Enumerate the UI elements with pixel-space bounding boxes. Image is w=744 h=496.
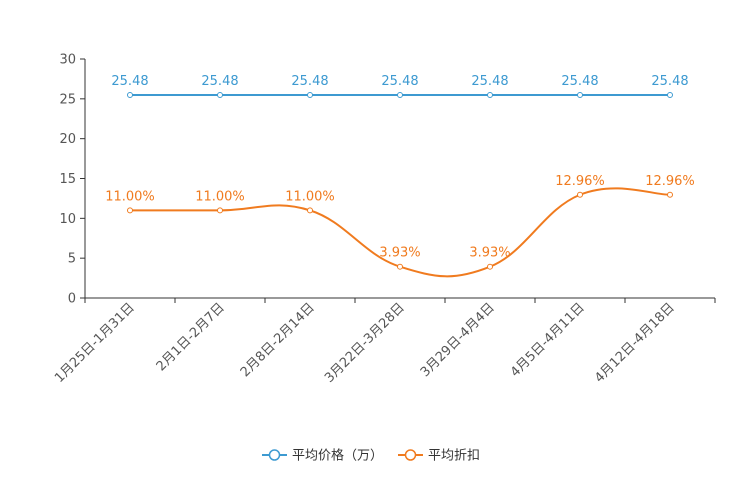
legend[interactable]: 平均价格（万） 平均折扣 <box>262 448 480 464</box>
x-tick-label: 1月25日-1月31日 <box>52 300 138 386</box>
data-label: 25.48 <box>471 74 508 89</box>
data-label: 3.93% <box>379 246 420 261</box>
data-label: 11.00% <box>195 189 245 204</box>
legend-item-2[interactable]: 平均折扣 <box>398 449 480 464</box>
data-label: 12.96% <box>645 174 695 189</box>
data-label: 12.96% <box>555 174 605 189</box>
data-point[interactable] <box>577 191 583 198</box>
data-label: 25.48 <box>111 74 148 89</box>
y-tick-label: 10 <box>59 212 76 227</box>
data-point[interactable] <box>487 263 493 270</box>
axes: 0 5 10 15 20 25 30 1月25日-1月31日 2月1日-2月7日 2月8日-2月1… <box>52 53 716 386</box>
data-label: 11.00% <box>285 189 335 204</box>
data-label: 25.48 <box>201 74 238 89</box>
data-point[interactable] <box>217 92 223 99</box>
data-point[interactable] <box>397 263 403 270</box>
y-tick-label: 30 <box>59 53 76 68</box>
legend-circle-icon <box>268 449 281 461</box>
y-tick-label: 25 <box>59 92 76 107</box>
data-label: 11.00% <box>105 189 155 204</box>
data-point[interactable] <box>667 191 673 198</box>
data-point[interactable] <box>307 207 313 214</box>
x-tick-label: 4月12日-4月18日 <box>592 300 678 386</box>
x-tick-label: 4月5日-4月11日 <box>508 300 588 380</box>
legend-label: 平均折扣 <box>428 449 480 464</box>
data-point[interactable] <box>667 92 673 99</box>
data-label: 25.48 <box>291 74 328 89</box>
data-point[interactable] <box>577 92 583 99</box>
data-point[interactable] <box>487 92 493 99</box>
series-2: 11.00% 11.00% 11.00% 3.93% 3.93% 12.96% 12.96% <box>105 174 695 278</box>
data-label: 25.48 <box>381 74 418 89</box>
y-tick-label: 15 <box>59 172 76 187</box>
x-tick-label: 2月1日-2月7日 <box>154 300 228 374</box>
data-label: 25.48 <box>561 74 598 89</box>
y-tick-label: 5 <box>68 252 76 267</box>
data-point[interactable] <box>217 207 223 214</box>
data-point[interactable] <box>127 207 133 214</box>
y-tick-label: 20 <box>59 132 76 147</box>
series-1: 25.48 25.48 25.48 25.48 25.48 25.48 25.48 <box>111 74 689 99</box>
y-tick-label: 0 <box>68 292 76 307</box>
data-label: 3.93% <box>469 246 510 261</box>
data-point[interactable] <box>307 92 313 99</box>
series-layer: 25.48 25.48 25.48 25.48 25.48 25.48 25.48 11.00… <box>105 74 695 278</box>
x-tick-label: 2月8日-2月14日 <box>238 300 318 380</box>
x-tick-label: 3月29日-4月4日 <box>418 300 498 380</box>
data-point[interactable] <box>397 92 403 99</box>
legend-circle-icon <box>404 449 417 461</box>
data-point[interactable] <box>127 92 133 99</box>
legend-item-1[interactable]: 平均价格（万） <box>262 448 383 464</box>
data-label: 25.48 <box>651 74 688 89</box>
x-tick-label: 3月22日-3月28日 <box>322 300 408 386</box>
legend-label: 平均价格（万） <box>292 448 383 464</box>
